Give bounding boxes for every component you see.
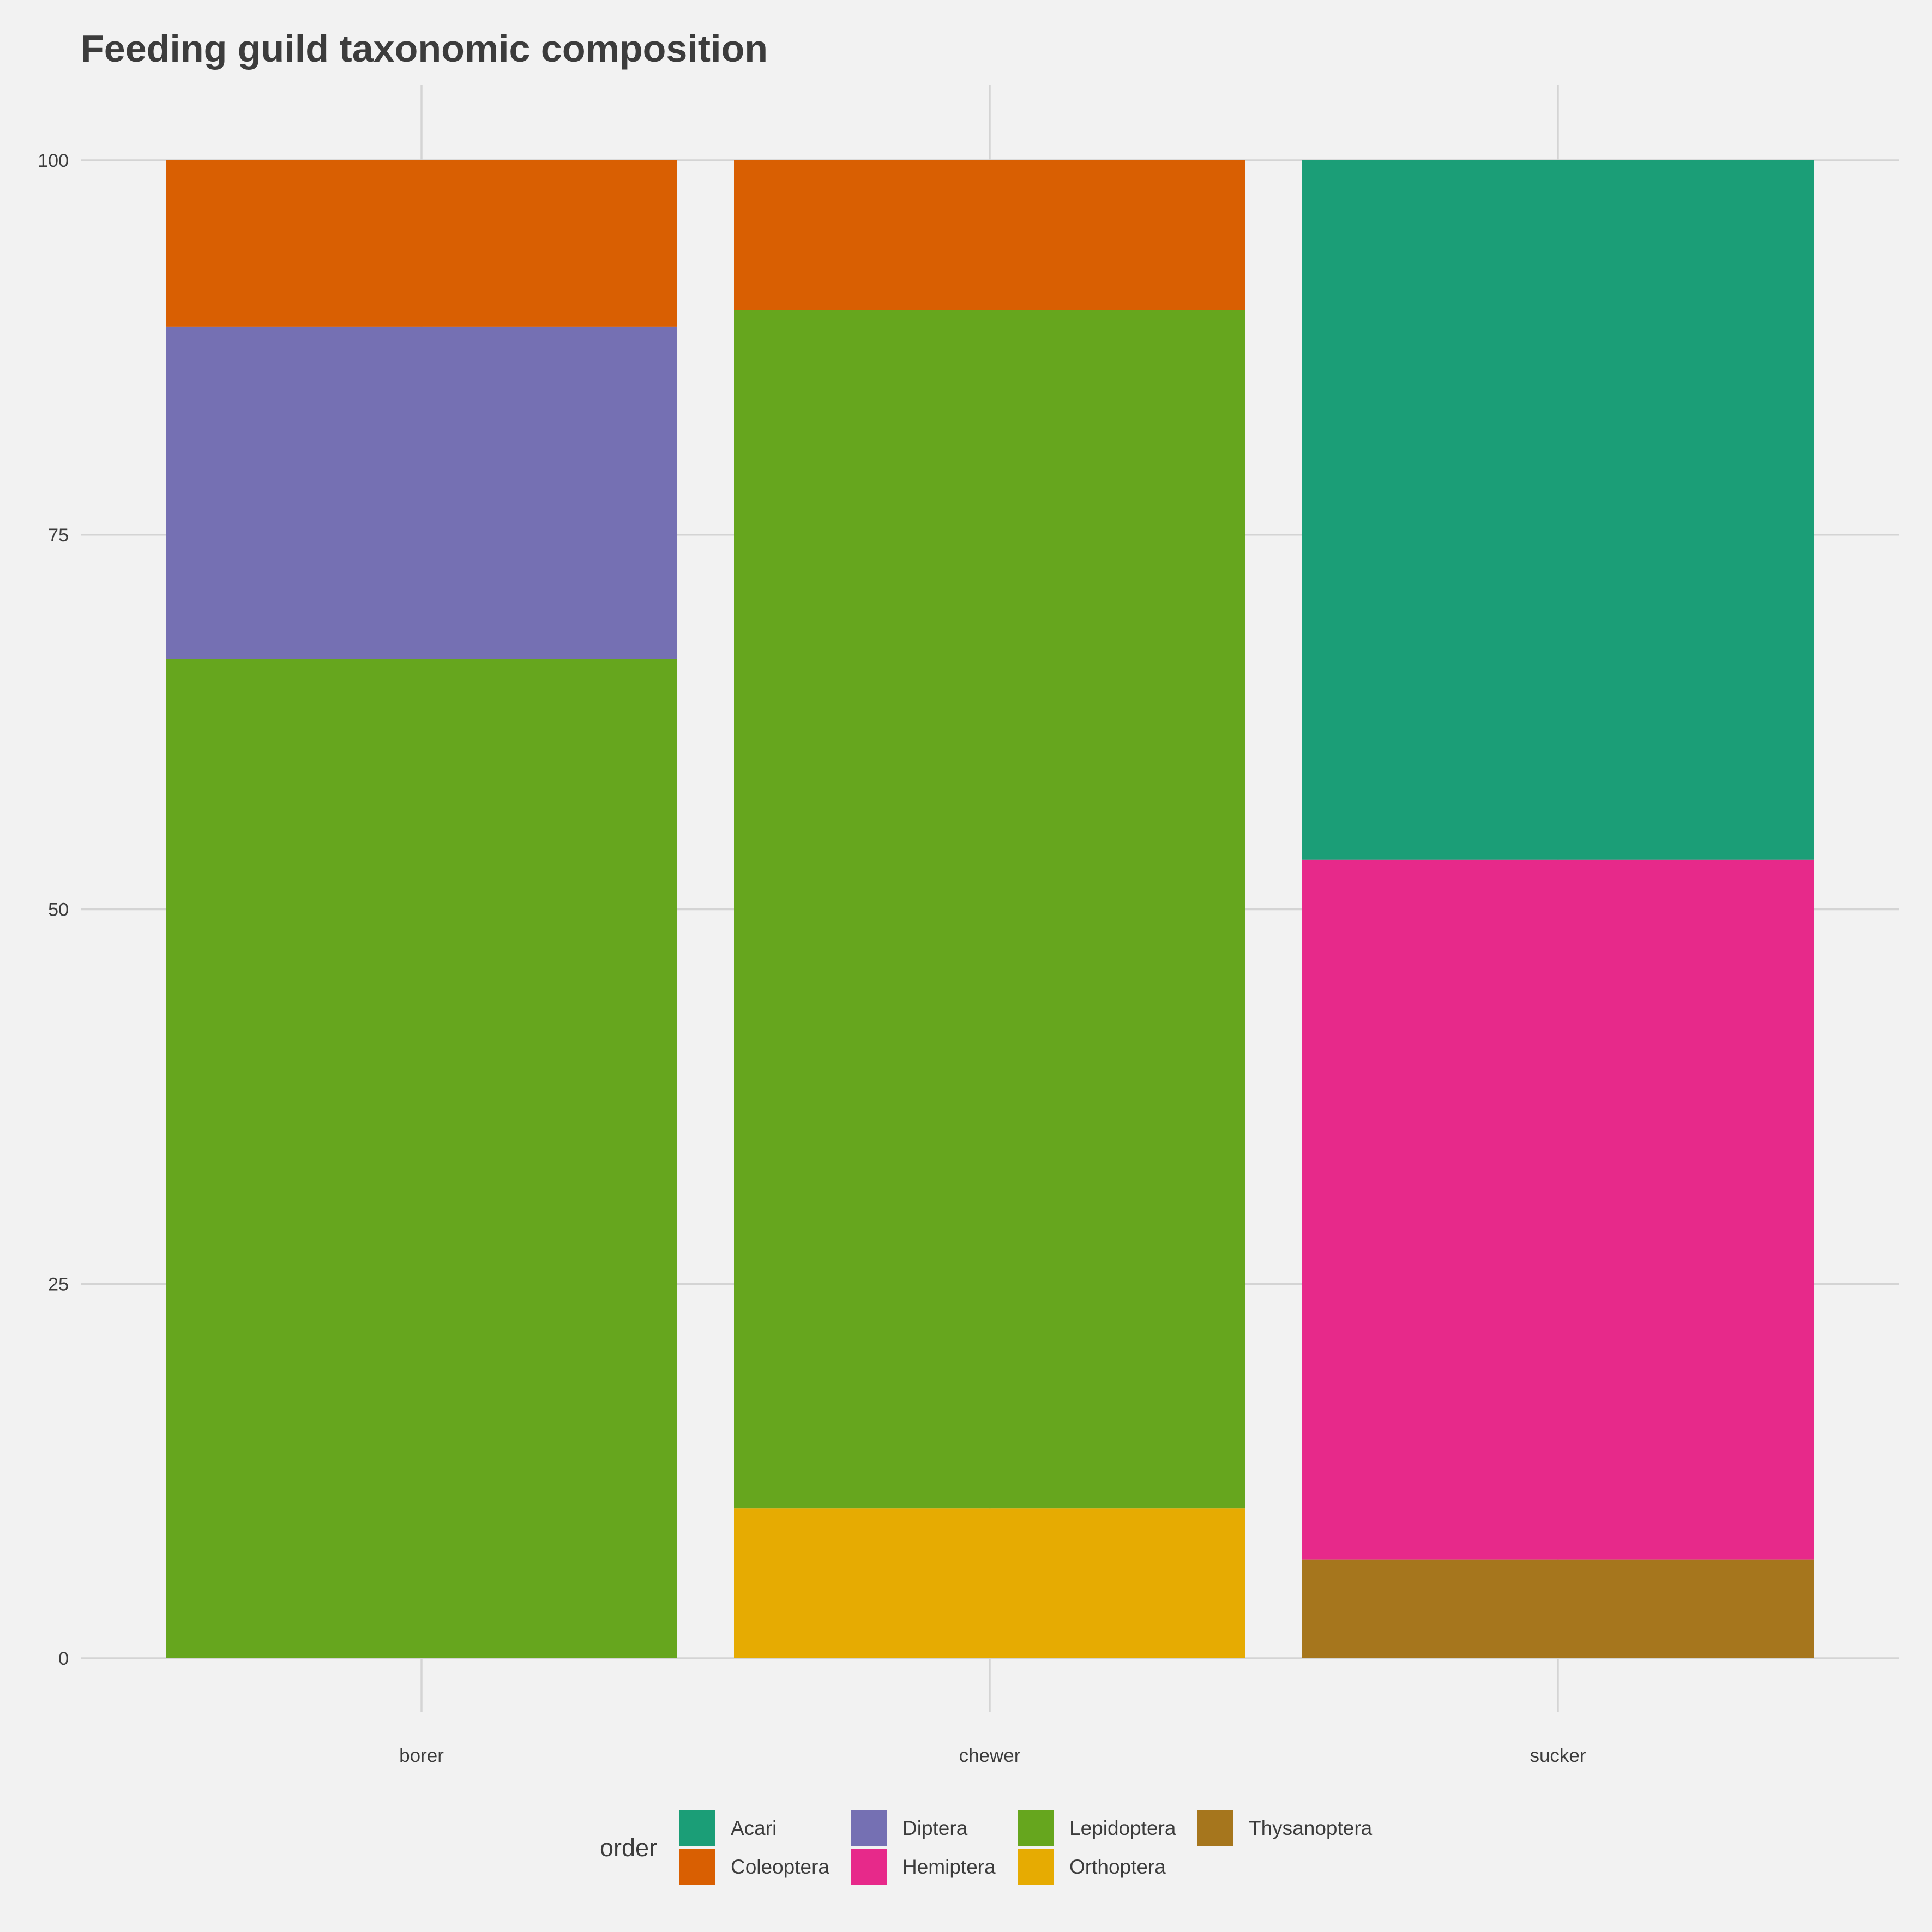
bar-segment-chewer-coleoptera [734, 160, 1245, 310]
bar-segment-borer-diptera [166, 326, 677, 659]
bar-segment-borer-lepidoptera [166, 659, 677, 1658]
y-tick-label: 50 [48, 900, 69, 920]
bar-segment-chewer-lepidoptera [734, 310, 1245, 1509]
y-tick-label: 25 [48, 1274, 69, 1295]
x-tick-label: chewer [959, 1745, 1021, 1766]
bar-segment-sucker-acari [1302, 160, 1814, 860]
legend-swatch-orthoptera [1018, 1849, 1054, 1885]
legend: order Acari Coleoptera Diptera Hemiptera Lepi… [600, 1810, 1373, 1885]
bar-segment-sucker-hemiptera [1302, 859, 1814, 1560]
legend-swatch-hemiptera [851, 1849, 887, 1885]
legend-label-thysanoptera: Thysanoptera [1249, 1817, 1373, 1839]
x-tick-label: sucker [1530, 1745, 1586, 1766]
legend-label-hemiptera: Hemiptera [902, 1856, 996, 1878]
bar-segment-borer-coleoptera [166, 160, 677, 327]
legend-title: order [600, 1834, 657, 1862]
y-tick-label: 75 [48, 525, 69, 546]
legend-label-orthoptera: Orthoptera [1069, 1856, 1166, 1878]
bar-segment-chewer-orthoptera [734, 1508, 1245, 1658]
y-tick-label: 0 [58, 1648, 69, 1669]
bars [166, 160, 1814, 1658]
x-tick-label: borer [399, 1745, 444, 1766]
legend-swatch-thysanoptera [1197, 1810, 1233, 1846]
legend-swatch-acari [679, 1810, 715, 1846]
legend-label-diptera: Diptera [902, 1817, 968, 1839]
legend-swatch-diptera [851, 1810, 887, 1846]
legend-label-coleoptera: Coleoptera [731, 1856, 829, 1878]
legend-swatch-coleoptera [679, 1849, 715, 1885]
legend-label-acari: Acari [731, 1817, 777, 1839]
y-tick-label: 100 [38, 151, 69, 171]
axis-labels: 0 25 50 75 100 borer chewer sucker [38, 151, 1586, 1766]
legend-label-lepidoptera: Lepidoptera [1069, 1817, 1176, 1839]
legend-swatch-lepidoptera [1018, 1810, 1054, 1846]
bar-segment-sucker-thysanoptera [1302, 1559, 1814, 1658]
chart-title: Feeding guild taxonomic composition [81, 27, 768, 70]
